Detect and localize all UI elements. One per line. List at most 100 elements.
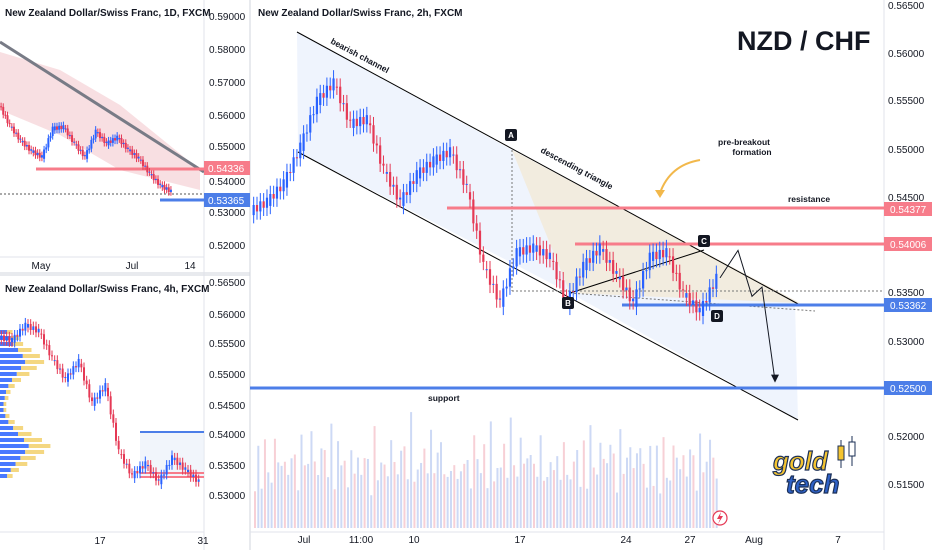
main-x-tick: Aug bbox=[745, 535, 763, 546]
candle-body bbox=[362, 116, 365, 125]
candle-body bbox=[71, 135, 74, 142]
volume-bar bbox=[413, 481, 416, 528]
svg-text:gold: gold bbox=[772, 446, 829, 476]
candle-body bbox=[488, 269, 492, 285]
candle-body bbox=[395, 184, 398, 200]
profile-bar bbox=[0, 366, 21, 370]
daily-price-label-support: 0.53365 bbox=[208, 196, 245, 207]
volume-bar bbox=[542, 480, 545, 528]
volume-bar bbox=[280, 465, 283, 528]
candle-body bbox=[61, 368, 64, 378]
svg-text:A: A bbox=[508, 131, 514, 140]
candle-body bbox=[12, 126, 15, 134]
candle-body bbox=[0, 335, 3, 340]
volume-bar bbox=[293, 454, 296, 528]
volume-bar bbox=[592, 467, 595, 528]
candle-body bbox=[605, 249, 608, 263]
daily-x-tick: Jul bbox=[126, 261, 139, 272]
candle-body bbox=[259, 201, 262, 212]
main-x-tick: 7 bbox=[835, 535, 841, 546]
volume-bar bbox=[552, 470, 555, 528]
candle-body bbox=[129, 149, 132, 152]
volume-bar bbox=[506, 477, 509, 528]
candle-body bbox=[176, 457, 179, 465]
volume-bar bbox=[340, 465, 343, 528]
volume-bar bbox=[709, 439, 712, 528]
candle-body bbox=[312, 114, 315, 116]
candle-body bbox=[105, 141, 108, 143]
candle-body bbox=[695, 300, 698, 313]
candle-body bbox=[648, 252, 651, 271]
profile-bar bbox=[12, 378, 21, 382]
candle-body bbox=[24, 322, 27, 331]
profile-bar bbox=[15, 462, 28, 466]
candle-body bbox=[252, 205, 255, 216]
h4-y-tick: 0.55000 bbox=[209, 370, 246, 381]
volume-bar bbox=[363, 458, 366, 528]
candle-body bbox=[81, 149, 84, 157]
volume-bar bbox=[287, 474, 290, 528]
marker-D: D bbox=[711, 310, 723, 322]
svg-text:C: C bbox=[701, 237, 707, 246]
candle-body bbox=[319, 93, 322, 106]
flash-icon[interactable] bbox=[712, 510, 728, 526]
candle-body bbox=[472, 199, 475, 224]
main-y-tick: 0.56500 bbox=[888, 1, 925, 12]
profile-bar bbox=[0, 402, 4, 406]
candle-body bbox=[131, 473, 133, 475]
candle-body bbox=[275, 186, 279, 199]
daily-y-tick: 0.57000 bbox=[209, 78, 246, 89]
profile-bar bbox=[0, 438, 24, 442]
pre-breakout-arrow bbox=[659, 159, 701, 194]
candle-body bbox=[592, 250, 595, 263]
price-series bbox=[252, 70, 718, 325]
main-chart bbox=[250, 31, 884, 528]
candle-body bbox=[309, 115, 312, 133]
main-y-tick: 0.54500 bbox=[888, 193, 925, 204]
main-price-labels: 0.54377 0.54006 0.53362 0.52500 bbox=[884, 202, 932, 395]
profile-bar bbox=[24, 438, 42, 442]
svg-text:D: D bbox=[714, 312, 720, 321]
candle-body bbox=[80, 363, 83, 368]
daily-y-tick: 0.53000 bbox=[209, 208, 246, 219]
main-x-axis: Jul 11:00 10 17 24 27 Aug 7 bbox=[298, 535, 842, 546]
candle-body bbox=[58, 125, 61, 130]
volume-bar bbox=[712, 457, 715, 528]
candle-body bbox=[642, 271, 645, 289]
candle-body bbox=[109, 396, 112, 415]
profile-bar bbox=[21, 366, 37, 370]
candle-body bbox=[555, 261, 558, 280]
volume-bar bbox=[350, 450, 353, 528]
triangle-base-line bbox=[569, 292, 816, 312]
h4-y-tick: 0.54500 bbox=[209, 401, 246, 412]
profile-bar bbox=[0, 384, 9, 388]
candle-body bbox=[163, 184, 166, 190]
candle-body bbox=[0, 106, 3, 108]
candle-body bbox=[535, 245, 538, 252]
main-y-tick: 0.55500 bbox=[888, 96, 925, 107]
volume-bar bbox=[539, 435, 542, 528]
profile-bar bbox=[0, 426, 14, 430]
candle-body bbox=[349, 119, 352, 121]
candle-body bbox=[88, 148, 91, 151]
candle-body bbox=[485, 269, 488, 271]
volume-bar bbox=[529, 455, 532, 528]
volume-bar bbox=[576, 450, 579, 528]
volume-bar bbox=[692, 455, 695, 528]
volume-bar bbox=[533, 463, 535, 528]
candle-body bbox=[402, 192, 405, 206]
volume-bar bbox=[579, 486, 582, 528]
svg-text:B: B bbox=[565, 299, 571, 308]
candle-body bbox=[3, 335, 5, 341]
candle-body bbox=[435, 154, 438, 165]
candle-body bbox=[69, 373, 72, 375]
marker-B: B bbox=[562, 297, 574, 309]
main-chart-title: New Zealand Dollar/Swiss Franc, 2h, FXCM bbox=[258, 8, 463, 19]
candle-body bbox=[171, 455, 173, 465]
daily-y-tick: 0.52000 bbox=[209, 241, 246, 252]
volume-bar bbox=[632, 468, 635, 528]
candle-body bbox=[141, 159, 144, 167]
volume-bar bbox=[519, 437, 522, 528]
candle-body bbox=[40, 333, 43, 335]
candle-body bbox=[195, 474, 197, 482]
